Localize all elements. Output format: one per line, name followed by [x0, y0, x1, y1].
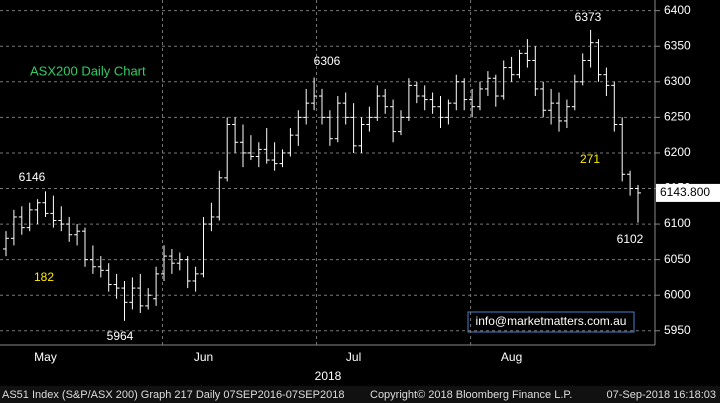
- y-tick-label: 6100: [664, 216, 691, 230]
- y-tick-label: 6200: [664, 145, 691, 159]
- watermark-box: [467, 311, 635, 333]
- watermark: info@marketmatters.com.au: [476, 314, 627, 328]
- y-tick-label: 6250: [664, 110, 691, 124]
- y-tick-label: 6000: [664, 287, 691, 301]
- y-tick-label: 6300: [664, 74, 691, 88]
- annotation: 6146: [19, 170, 46, 184]
- y-tick-label: 6050: [664, 252, 691, 266]
- annotation: 182: [34, 270, 54, 284]
- chart-title: ASX200 Daily Chart: [30, 63, 146, 78]
- x-tick-label: Jul: [346, 350, 361, 364]
- x-tick-label: May: [34, 350, 57, 364]
- y-tick-label: 5950: [664, 323, 691, 337]
- last-price-label: 6143.800: [660, 185, 710, 199]
- footer-text: 07-Sep-2018 16:18:03: [607, 389, 716, 401]
- annotation: 6373: [575, 10, 602, 24]
- annotation: 5964: [107, 329, 134, 343]
- footer-text: AS51 Index (S&P/ASX 200) Graph 217 Daily…: [2, 389, 344, 401]
- x-axis-label: 2018: [315, 369, 342, 383]
- annotation: 6306: [314, 54, 341, 68]
- y-tick-label: 6350: [664, 38, 691, 52]
- x-tick-label: Jun: [194, 350, 213, 364]
- footer-text: Copyright© 2018 Bloomberg Finance L.P.: [370, 389, 572, 401]
- annotation: 6102: [617, 232, 644, 246]
- y-tick-label: 6400: [664, 3, 691, 17]
- footer-bar: [0, 386, 720, 403]
- x-tick-label: Aug: [501, 350, 522, 364]
- last-price-box: [656, 183, 720, 202]
- annotation: 271: [580, 152, 600, 166]
